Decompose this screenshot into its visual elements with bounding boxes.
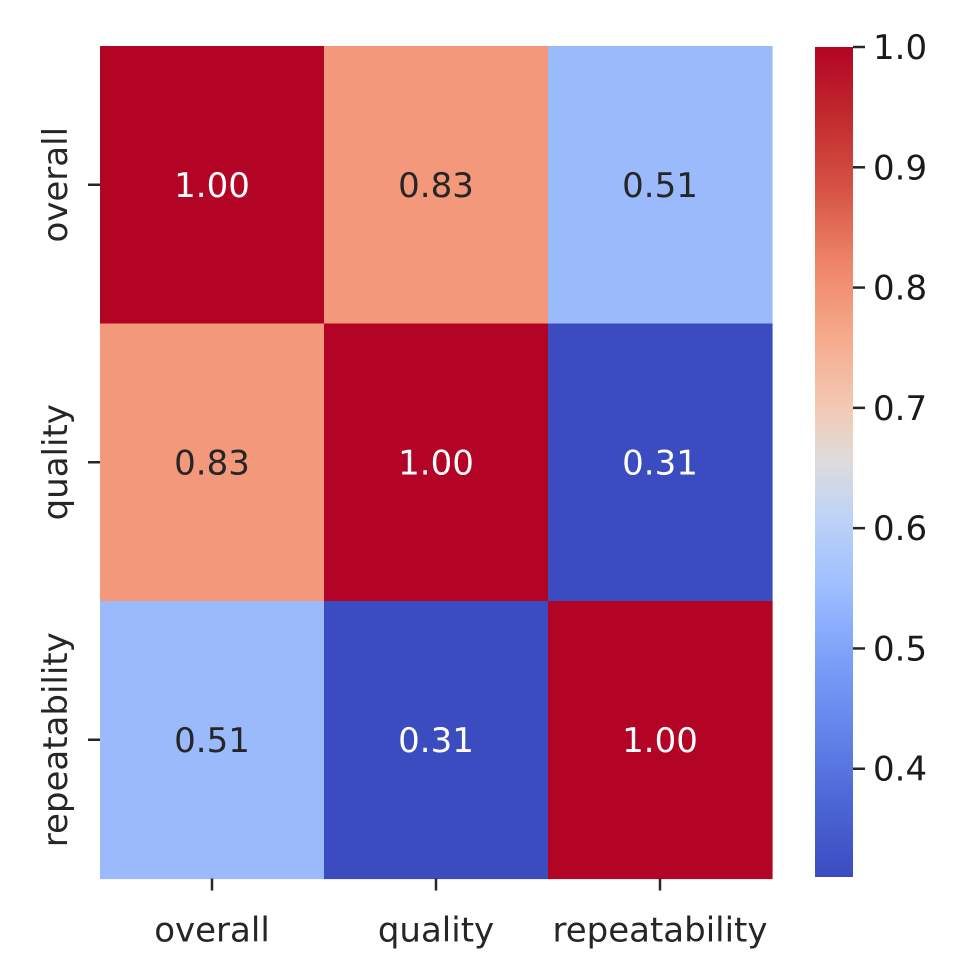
heatmap-cell-label: 1.00 <box>622 721 698 761</box>
y-tick-label: repeatability <box>36 632 76 847</box>
colorbar-ticks: 0.4 0.5 0.6 0.7 0.8 0.9 1.0 <box>853 28 927 790</box>
heatmap-cell-label: 1.00 <box>174 166 250 206</box>
heatmap-cell <box>100 323 325 602</box>
x-tick-label: quality <box>378 911 494 951</box>
colorbar-tick-label: 0.4 <box>873 750 927 790</box>
colorbar-tick-label: 0.9 <box>873 148 927 188</box>
heatmap-cell <box>324 46 549 325</box>
heatmap-cell-label: 0.51 <box>174 721 250 761</box>
heatmap-cell-label: 0.51 <box>622 166 698 206</box>
x-tick-label: overall <box>154 911 270 951</box>
heatmap-cell <box>548 323 773 602</box>
colorbar-tick-label: 0.5 <box>873 629 927 669</box>
colorbar-tick-label: 1.0 <box>873 28 927 68</box>
heatmap-cell <box>548 46 773 325</box>
colorbar-gradient <box>815 47 853 877</box>
heatmap-cell-label: 0.31 <box>398 721 474 761</box>
heatmap-cell-labels: 1.00 0.83 0.51 0.83 1.00 0.31 0.51 0.31 1.00 <box>174 166 698 761</box>
heatmap-cell <box>324 323 549 602</box>
heatmap-cell <box>324 601 549 880</box>
heatmap-cell-label: 0.83 <box>398 166 474 206</box>
colorbar <box>815 47 853 877</box>
x-axis: overall quality repeatability <box>154 878 768 951</box>
heatmap-cell-label: 1.00 <box>398 443 474 483</box>
heatmap-cell <box>548 601 773 880</box>
colorbar-tick-label: 0.8 <box>873 269 927 309</box>
heatmap-cells <box>100 46 773 880</box>
colorbar-tick-label: 0.6 <box>873 509 927 549</box>
x-tick-label: repeatability <box>552 911 767 951</box>
heatmap-cell <box>100 46 325 325</box>
y-tick-label: quality <box>36 404 76 520</box>
colorbar-tick-label: 0.7 <box>873 389 927 429</box>
heatmap-cell <box>100 601 325 880</box>
heatmap-cell-label: 0.83 <box>174 443 250 483</box>
heatmap-cell-label: 0.31 <box>622 443 698 483</box>
y-tick-label: overall <box>36 127 76 243</box>
y-axis: overall quality repeatability <box>36 127 100 847</box>
